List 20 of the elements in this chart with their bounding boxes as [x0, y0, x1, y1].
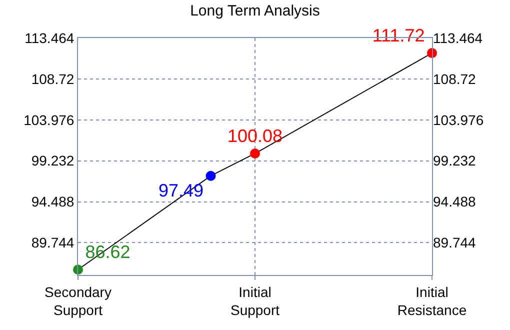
y2-tick-label: 103.976	[433, 112, 484, 128]
x-tick-label: Initial Resistance	[397, 284, 467, 318]
data-label: 111.72	[372, 25, 425, 46]
y-tick-label: 103.976	[24, 112, 74, 128]
y-tick-label: 108.72	[31, 70, 74, 87]
data-label: 100.08	[227, 126, 283, 146]
y2-tick-label: 94.488	[433, 194, 476, 210]
y2-tick-label: 108.72	[433, 70, 476, 87]
point	[206, 170, 216, 181]
x-tick-label: Secondary Support	[44, 284, 112, 318]
y-tick-label: 89.744	[31, 234, 74, 251]
y2-tick-label: 113.464	[433, 30, 483, 46]
y2-tick-label: 99.232	[433, 152, 476, 169]
y-tick-label: 99.232	[31, 152, 74, 169]
y-tick-label: 113.464	[24, 30, 74, 46]
y2-tick-label: 89.744	[433, 234, 476, 251]
x-tick-label: Initial Support	[230, 284, 280, 318]
point	[250, 148, 260, 158]
y-tick-label: 94.488	[31, 194, 74, 210]
chart-title: Long Term Analysis	[190, 2, 320, 20]
